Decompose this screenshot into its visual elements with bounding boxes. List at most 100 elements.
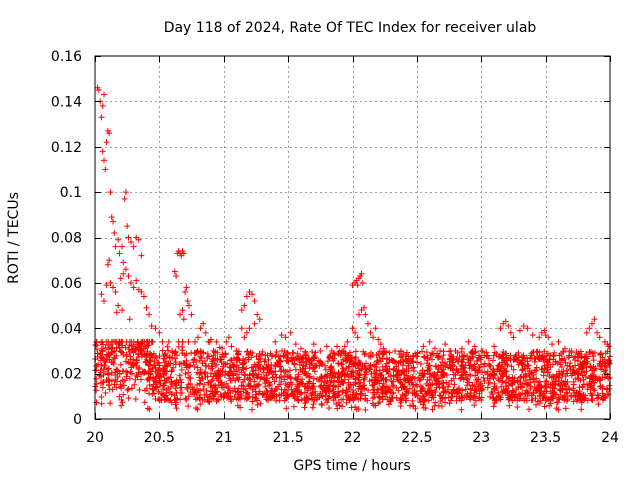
- data-point: [224, 383, 231, 390]
- data-point: [458, 363, 465, 370]
- data-point: [314, 376, 321, 383]
- data-point: [193, 404, 200, 411]
- data-point: [117, 381, 124, 388]
- data-point: [543, 395, 550, 402]
- data-point: [120, 368, 127, 375]
- data-point: [251, 298, 258, 305]
- data-point: [355, 405, 362, 412]
- data-point: [338, 377, 345, 384]
- data-point: [498, 383, 505, 390]
- data-point: [364, 320, 371, 327]
- data-point: [183, 350, 190, 357]
- data-point: [150, 350, 157, 357]
- data-point: [383, 376, 390, 383]
- data-point: [184, 386, 191, 393]
- data-point: [424, 355, 431, 362]
- data-point: [341, 343, 348, 350]
- data-point: [250, 383, 257, 390]
- data-point: [587, 348, 594, 355]
- data-point: [173, 405, 180, 412]
- data-point: [464, 390, 471, 397]
- plot-frame: [94, 55, 611, 420]
- data-point: [490, 357, 497, 364]
- data-point: [502, 318, 509, 325]
- data-point: [495, 353, 502, 360]
- data-point: [495, 393, 502, 400]
- data-point: [498, 365, 505, 372]
- data-point: [502, 350, 509, 357]
- data-point: [520, 373, 527, 380]
- data-point: [98, 345, 105, 352]
- data-point: [119, 243, 126, 250]
- data-point: [553, 373, 560, 380]
- data-point: [414, 392, 421, 399]
- data-point: [125, 386, 132, 393]
- data-point: [136, 386, 143, 393]
- data-point: [182, 370, 189, 377]
- data-point: [241, 360, 248, 367]
- data-point: [402, 375, 409, 382]
- data-point: [484, 368, 491, 375]
- data-point: [296, 361, 303, 368]
- data-point: [278, 374, 285, 381]
- data-point: [559, 395, 566, 402]
- data-point: [287, 374, 294, 381]
- data-point: [390, 366, 397, 373]
- data-point: [579, 384, 586, 391]
- data-point: [388, 378, 395, 385]
- data-point: [536, 334, 543, 341]
- data-point: [479, 348, 486, 355]
- data-point: [120, 259, 127, 266]
- data-point: [478, 354, 485, 361]
- chart-title: Day 118 of 2024, Rate Of TEC Index for r…: [164, 20, 537, 36]
- data-point: [176, 372, 183, 379]
- data-point: [527, 382, 534, 389]
- data-point: [134, 341, 141, 348]
- data-point: [130, 356, 137, 363]
- data-point: [402, 356, 409, 363]
- data-point: [159, 338, 166, 345]
- data-point: [136, 346, 143, 353]
- data-point: [196, 395, 203, 402]
- data-point: [250, 371, 257, 378]
- data-point: [318, 400, 325, 407]
- data-point: [357, 385, 364, 392]
- data-point: [357, 390, 364, 397]
- data-point: [403, 357, 410, 364]
- data-point: [184, 298, 191, 305]
- data-point: [243, 396, 250, 403]
- data-point: [584, 397, 591, 404]
- data-point: [401, 371, 408, 378]
- data-point: [308, 360, 315, 367]
- data-point: [428, 356, 435, 363]
- data-point: [172, 355, 179, 362]
- data-point: [367, 349, 374, 356]
- data-point: [296, 355, 303, 362]
- data-point: [243, 365, 250, 372]
- data-point: [201, 370, 208, 377]
- data-point: [589, 367, 596, 374]
- data-point: [112, 338, 119, 345]
- data-point: [259, 351, 266, 358]
- data-point: [185, 381, 192, 388]
- data-point: [525, 362, 532, 369]
- data-point: [301, 389, 308, 396]
- data-point: [211, 384, 218, 391]
- data-point: [243, 329, 250, 336]
- data-point: [345, 364, 352, 371]
- data-point: [414, 359, 421, 366]
- data-point: [545, 350, 552, 357]
- data-point: [127, 353, 134, 360]
- data-point: [119, 349, 126, 356]
- data-point: [397, 358, 404, 365]
- data-point: [209, 377, 216, 384]
- data-point: [373, 352, 380, 359]
- data-point: [383, 355, 390, 362]
- data-point: [283, 405, 290, 412]
- data-point: [440, 348, 447, 355]
- data-point: [457, 375, 464, 382]
- data-point: [130, 243, 137, 250]
- data-point: [227, 364, 234, 371]
- data-point: [108, 345, 115, 352]
- data-point: [475, 384, 482, 391]
